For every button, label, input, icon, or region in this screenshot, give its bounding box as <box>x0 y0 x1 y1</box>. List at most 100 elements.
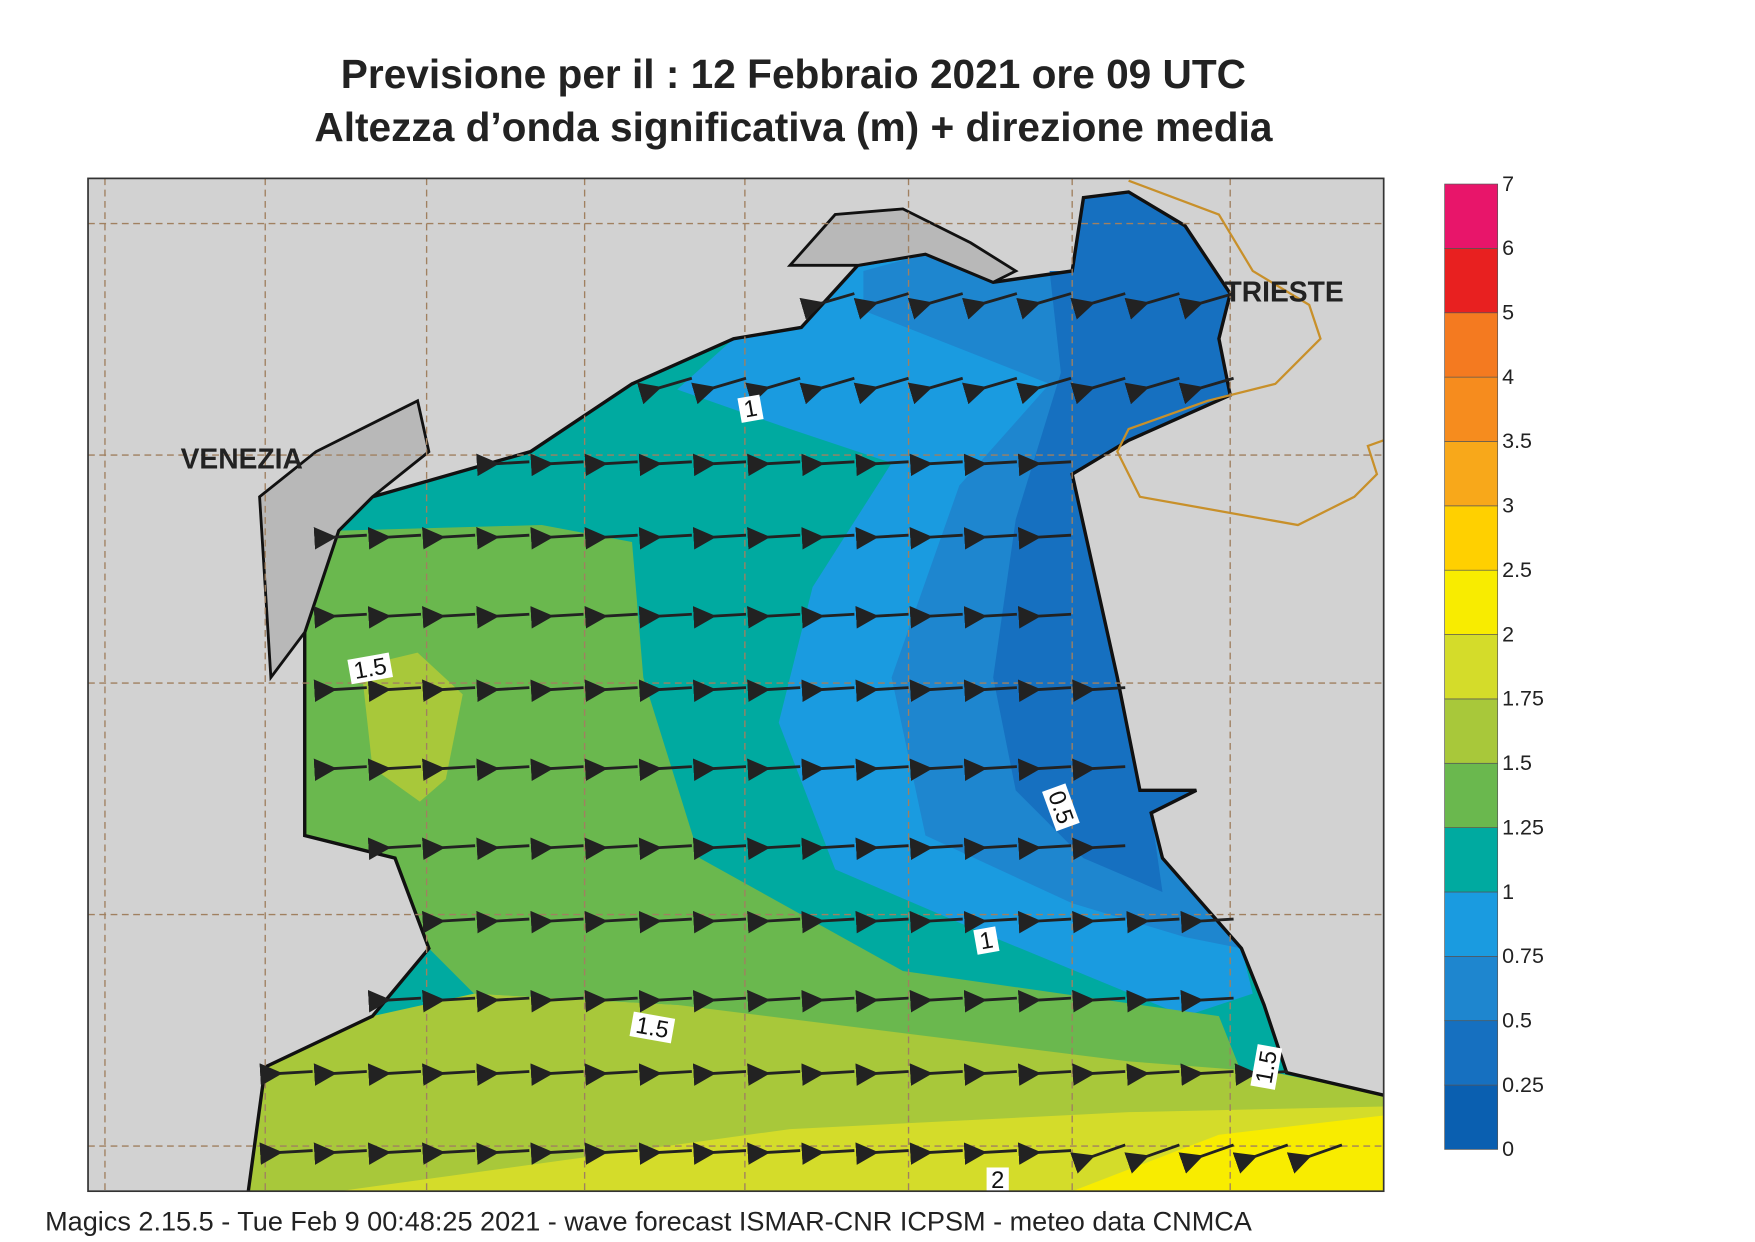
arrow <box>584 1142 638 1165</box>
arrow <box>530 837 584 861</box>
legend-swatch <box>1444 698 1499 764</box>
arrow <box>1126 989 1180 1013</box>
arrow <box>1180 989 1234 1013</box>
arrow <box>909 910 963 934</box>
arrow <box>801 606 855 629</box>
legend-label: 0.25 <box>1502 1073 1544 1097</box>
arrow <box>1017 758 1072 782</box>
coastline <box>246 190 1384 1192</box>
arrow <box>638 453 692 477</box>
contour-label-text: 1.5 <box>352 654 389 685</box>
legend-label: 0.5 <box>1502 1008 1532 1032</box>
islands <box>258 207 1019 682</box>
arrow <box>1017 526 1072 550</box>
contour-label-bg <box>973 926 1000 955</box>
arrow <box>584 606 638 629</box>
arrow <box>367 989 422 1013</box>
legend-label: 1.25 <box>1502 815 1544 839</box>
arrow <box>530 526 584 550</box>
arrow <box>1124 376 1180 405</box>
arrow <box>367 758 422 782</box>
title: Previsione per il : 12 Febbraio 2021 ore… <box>341 51 1246 97</box>
arrow <box>907 376 964 405</box>
legend-label: 3.5 <box>1502 429 1532 453</box>
contour-label-text: 1.5 <box>634 1013 671 1044</box>
arrow <box>801 989 855 1013</box>
arrow <box>1072 679 1126 702</box>
arrow <box>1232 1143 1289 1174</box>
arrow <box>313 679 367 702</box>
legend-label: 1 <box>1502 880 1514 904</box>
arrow <box>692 606 747 629</box>
legend-label: 7 <box>1502 172 1514 196</box>
arrow <box>1017 989 1072 1013</box>
contour-label-bg <box>1042 783 1080 832</box>
arrow <box>422 606 476 629</box>
arrow <box>638 989 692 1013</box>
arrow <box>638 526 692 550</box>
contour-label-text: 1 <box>978 927 995 955</box>
arrow <box>855 910 909 934</box>
legend-label: 3 <box>1502 494 1514 518</box>
legend-swatch <box>1444 1084 1499 1150</box>
arrow <box>855 606 909 629</box>
arrow <box>909 606 963 629</box>
legend-swatch <box>1444 183 1499 249</box>
contour-label-text: 2 <box>991 1168 1004 1194</box>
arrow <box>1070 292 1126 320</box>
arrow <box>692 679 747 702</box>
place-label: TRIESTE <box>1225 275 1344 307</box>
subtitle: Altezza d’onda significativa (m) + direz… <box>314 104 1272 150</box>
contour-label-text: 1 <box>742 396 759 424</box>
arrow <box>747 910 801 934</box>
map: VENEZIA TRIESTE 11.50.511.51.52 <box>88 178 1384 1194</box>
arrow <box>1017 453 1072 477</box>
arrow <box>367 606 422 629</box>
contour-label: 1 <box>973 926 1000 955</box>
arrow <box>1072 837 1126 861</box>
arrow <box>1072 910 1126 934</box>
arrow <box>855 989 909 1013</box>
contour-label: 1.5 <box>629 1011 676 1044</box>
arrow <box>367 526 422 550</box>
arrow <box>636 376 693 405</box>
contour-label-bg <box>986 1167 1009 1192</box>
legend-swatch <box>1444 312 1499 378</box>
legend-swatch <box>1444 762 1499 828</box>
arrow <box>638 758 692 782</box>
arrow <box>530 1142 584 1165</box>
arrow <box>476 526 530 550</box>
arrow <box>801 526 855 550</box>
arrow <box>530 1063 584 1086</box>
arrow <box>907 292 964 320</box>
arrow <box>422 910 476 934</box>
arrow <box>747 758 801 782</box>
arrow <box>422 1063 476 1086</box>
arrow <box>530 606 584 629</box>
arrow <box>584 1063 638 1086</box>
arrow <box>584 453 638 477</box>
arrow <box>476 1063 530 1086</box>
arrow <box>1017 1063 1072 1086</box>
arrow <box>1124 1143 1180 1174</box>
legend-swatch <box>1444 891 1499 957</box>
legend-label: 0 <box>1502 1137 1514 1161</box>
arrow <box>963 526 1017 550</box>
arrow <box>747 606 801 629</box>
contour-label-bg <box>737 394 764 423</box>
arrow <box>692 1063 747 1086</box>
contour-label-bg <box>347 652 394 685</box>
arrow <box>692 1142 747 1165</box>
arrow <box>962 376 1018 405</box>
arrow <box>313 606 367 629</box>
arrow <box>638 1142 692 1165</box>
arrow <box>801 758 855 782</box>
arrow <box>259 1142 313 1165</box>
arrow <box>367 1142 422 1165</box>
arrow <box>747 526 801 550</box>
arrow <box>963 679 1017 702</box>
map-frame <box>87 177 1385 1193</box>
arrow <box>638 910 692 934</box>
arrow <box>313 526 367 550</box>
arrow <box>1017 910 1072 934</box>
